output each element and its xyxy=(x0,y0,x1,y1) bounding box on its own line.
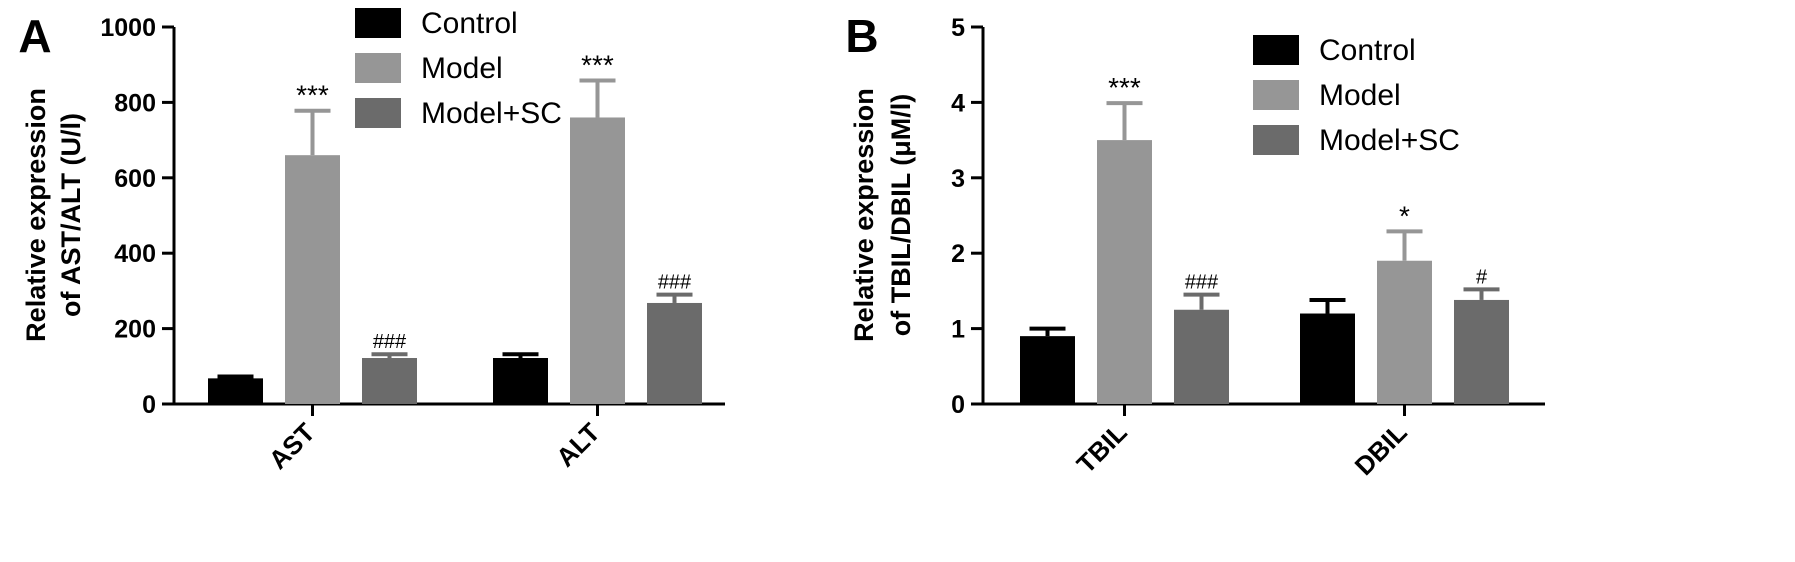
legend-label: Control xyxy=(1319,34,1416,67)
bar-model-tbil xyxy=(1097,140,1152,404)
x-tick-label: TBIL xyxy=(1071,417,1133,479)
significance-label: *** xyxy=(1108,72,1141,103)
legend-swatch xyxy=(1253,125,1299,155)
y-tick-label: 0 xyxy=(951,391,965,419)
bar-control-dbil xyxy=(1300,313,1355,404)
legend-label: Model xyxy=(1319,79,1401,112)
y-tick-label: 400 xyxy=(114,240,156,268)
legend-label: Control xyxy=(421,7,518,40)
bar-model-dbil xyxy=(1377,260,1432,404)
y-tick-label: 1000 xyxy=(100,14,156,42)
bar-model-ast xyxy=(285,155,340,404)
significance-label: *** xyxy=(296,80,329,111)
significance-label: ### xyxy=(373,331,407,353)
bar-control-alt xyxy=(493,358,548,404)
legend-swatch xyxy=(355,53,401,83)
panel-label: A xyxy=(18,10,51,62)
panel-a: A 0 200 400 600 800 1000 Relative expression of … xyxy=(18,7,725,475)
y-axis-title-line1: Relative expression xyxy=(21,88,51,342)
x-tick-label: AST xyxy=(263,417,321,475)
y-tick-label: 3 xyxy=(951,165,965,193)
bar-control-ast xyxy=(208,378,263,404)
bar-model-alt xyxy=(570,117,625,404)
legend-label: Model+SC xyxy=(1319,124,1460,157)
legend-swatch xyxy=(1253,35,1299,65)
panel-b: B 0 1 2 3 4 5 Relative expression of TBIL/DBIL (… xyxy=(845,10,1545,481)
x-tick-label: ALT xyxy=(550,417,606,473)
legend-label: Model xyxy=(421,52,503,85)
x-tick-label: DBIL xyxy=(1349,417,1413,481)
bar-model-sc-alt xyxy=(647,302,702,404)
significance-label: ### xyxy=(1185,272,1219,294)
legend-swatch xyxy=(355,98,401,128)
bar-control-tbil xyxy=(1020,336,1075,404)
bar-model-sc-dbil xyxy=(1454,299,1509,404)
bar-model-sc-tbil xyxy=(1174,309,1229,404)
y-tick-label: 800 xyxy=(114,89,156,117)
y-tick-label: 2 xyxy=(951,240,965,268)
y-tick-label: 1 xyxy=(951,316,965,344)
y-tick-label: 4 xyxy=(951,89,965,117)
y-tick-label: 200 xyxy=(114,316,156,344)
significance-label: *** xyxy=(581,50,614,81)
panel-label: B xyxy=(845,10,878,62)
significance-label: # xyxy=(1476,266,1488,288)
y-axis-title-line2: of TBIL/DBIL (μM/l) xyxy=(886,94,916,336)
significance-label: * xyxy=(1399,200,1410,231)
legend-swatch xyxy=(1253,80,1299,110)
significance-label: ### xyxy=(658,272,692,294)
y-tick-label: 0 xyxy=(142,391,156,419)
y-axis-title-line1: Relative expression xyxy=(849,88,879,342)
y-tick-label: 5 xyxy=(951,14,965,42)
legend-label: Model+SC xyxy=(421,97,562,130)
legend-swatch xyxy=(355,8,401,38)
y-tick-label: 600 xyxy=(114,165,156,193)
y-axis-title-line2: of AST/ALT (U/l) xyxy=(56,113,86,317)
bar-model-sc-ast xyxy=(362,358,417,404)
